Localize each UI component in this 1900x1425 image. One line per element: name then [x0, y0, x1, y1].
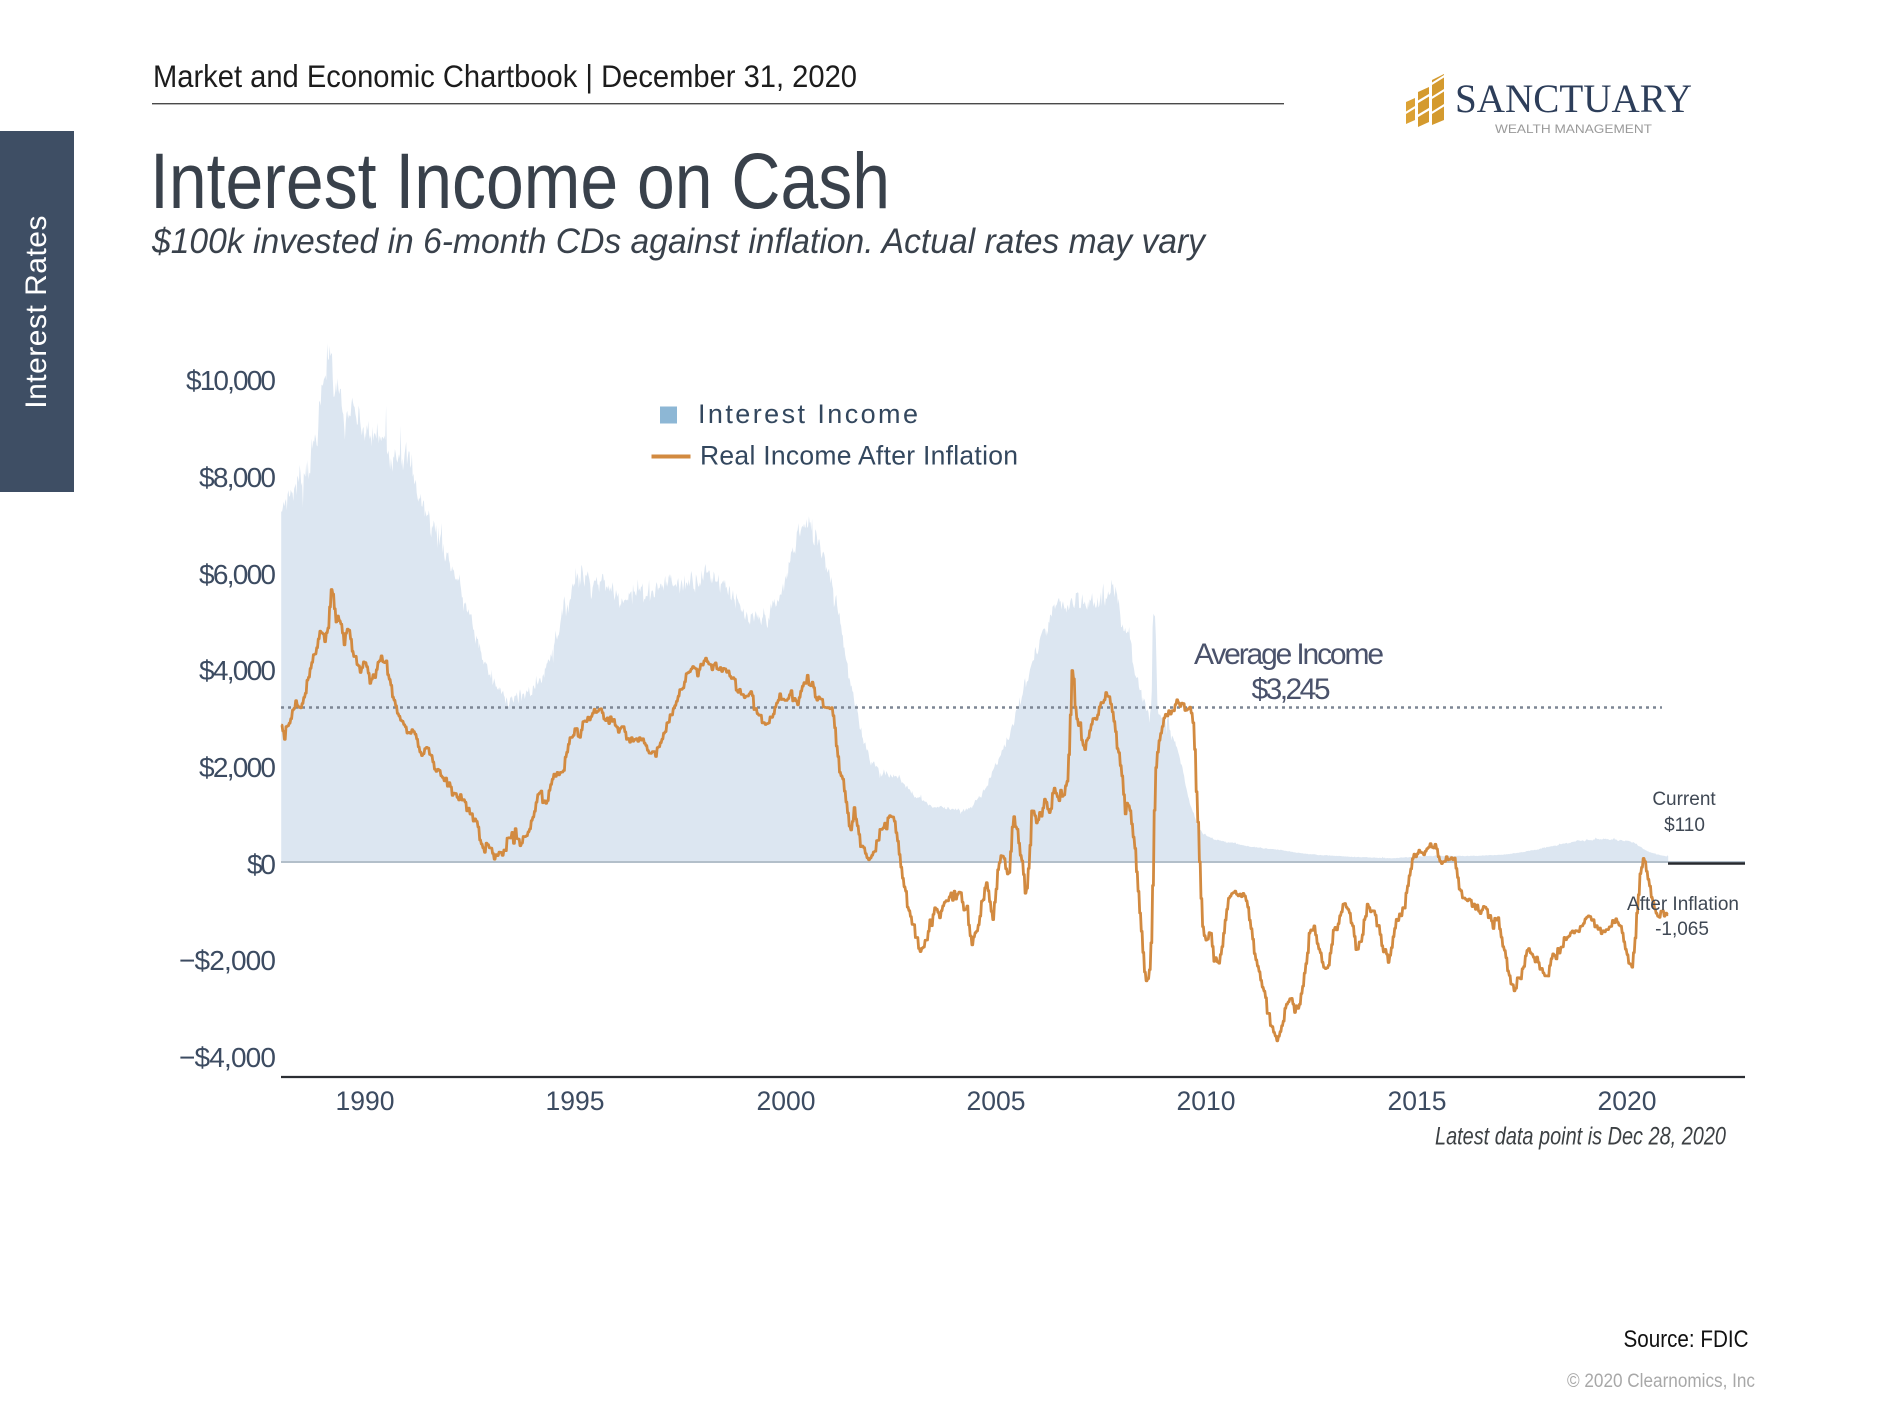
- svg-text:$110: $110: [1664, 815, 1705, 836]
- svg-text:$8,000: $8,000: [199, 462, 276, 493]
- svg-text:Market and Economic Chartbook: Market and Economic Chartbook | December…: [153, 58, 857, 94]
- svg-text:$4,000: $4,000: [199, 655, 276, 686]
- svg-text:Interest Income: Interest Income: [698, 399, 918, 429]
- svg-text:$10,000: $10,000: [186, 365, 276, 396]
- svg-text:2010: 2010: [1177, 1086, 1236, 1116]
- svg-text:1990: 1990: [336, 1086, 395, 1116]
- svg-text:$0: $0: [247, 849, 276, 880]
- svg-text:-1,065: -1,065: [1655, 919, 1709, 940]
- svg-text:© 2020 Clearnomics, Inc: © 2020 Clearnomics, Inc: [1567, 1371, 1755, 1392]
- svg-text:$100k invested in 6-month CDs: $100k invested in 6-month CDs against in…: [151, 222, 1207, 261]
- svg-text:−$2,000: −$2,000: [179, 945, 276, 976]
- svg-text:2015: 2015: [1388, 1086, 1447, 1116]
- svg-text:2020: 2020: [1598, 1086, 1657, 1116]
- svg-text:$6,000: $6,000: [199, 559, 276, 590]
- svg-text:Average Income: Average Income: [1194, 638, 1384, 671]
- svg-text:Latest data point is Dec 28, 2: Latest data point is Dec 28, 2020: [1435, 1123, 1726, 1151]
- svg-text:Real Income After Inflation: Real Income After Inflation: [700, 441, 1018, 471]
- svg-text:$2,000: $2,000: [199, 752, 276, 783]
- svg-text:SANCTUARY: SANCTUARY: [1455, 76, 1692, 121]
- svg-text:−$4,000: −$4,000: [179, 1042, 276, 1073]
- svg-text:Current: Current: [1652, 789, 1716, 810]
- svg-text:2005: 2005: [967, 1086, 1026, 1116]
- svg-text:Interest Income on Cash: Interest Income on Cash: [150, 136, 890, 225]
- svg-text:1995: 1995: [546, 1086, 605, 1116]
- svg-text:Source: FDIC: Source: FDIC: [1624, 1326, 1749, 1353]
- svg-text:After Inflation: After Inflation: [1627, 894, 1739, 915]
- svg-text:$3,245: $3,245: [1252, 673, 1331, 706]
- svg-text:WEALTH MANAGEMENT: WEALTH MANAGEMENT: [1495, 122, 1653, 136]
- svg-text:2000: 2000: [757, 1086, 816, 1116]
